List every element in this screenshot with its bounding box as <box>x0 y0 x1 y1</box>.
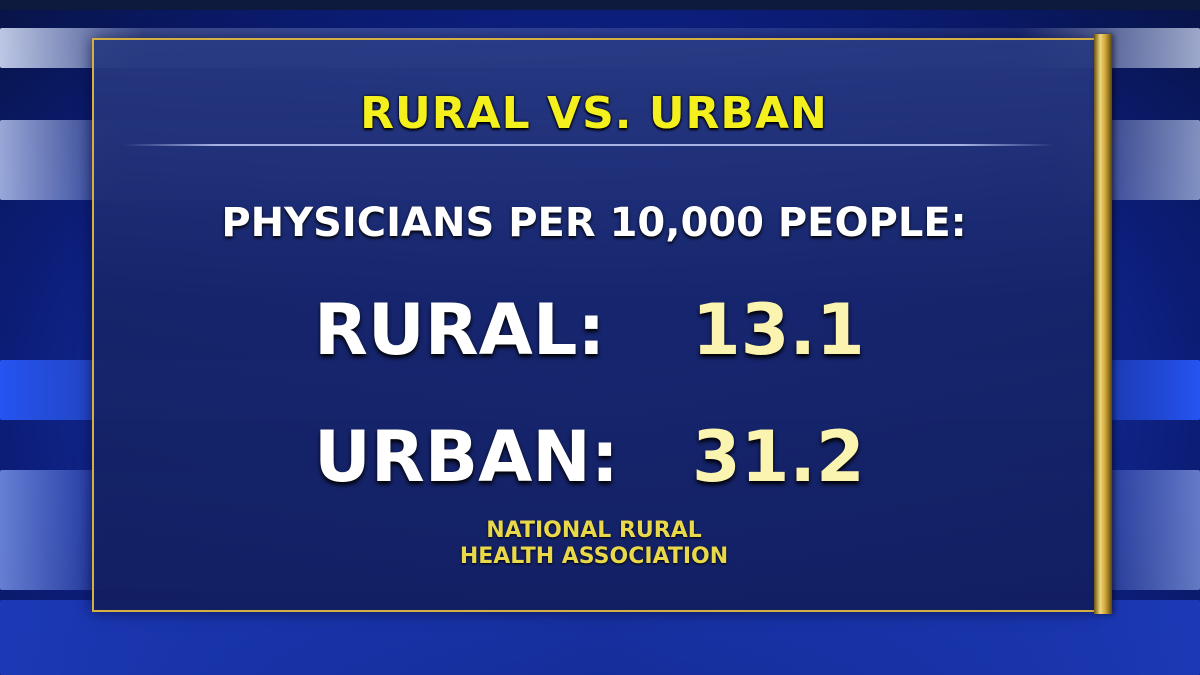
stat-row-rural: RURAL: 13.1 <box>94 285 1094 375</box>
info-panel: RURAL VS. URBAN PHYSICIANS PER 10,000 PE… <box>92 38 1096 612</box>
stat-label: URBAN: <box>314 416 619 498</box>
source-line: NATIONAL RURAL <box>486 518 702 543</box>
stat-value: 13.1 <box>692 289 865 371</box>
stat-label: RURAL: <box>314 289 606 371</box>
source-line: HEALTH ASSOCIATION <box>459 544 729 569</box>
headline: RURAL VS. URBAN <box>360 88 828 139</box>
stat-value: 31.2 <box>692 416 865 498</box>
stat-row-urban: URBAN: 31.2 <box>94 412 1094 502</box>
background-floor <box>0 600 1200 675</box>
source-credit: NATIONAL RURAL HEALTH ASSOCIATION <box>94 518 1094 570</box>
subheading: PHYSICIANS PER 10,000 PEOPLE: <box>221 200 967 246</box>
gold-frame-bar <box>1094 34 1112 614</box>
title-divider <box>124 144 1054 146</box>
